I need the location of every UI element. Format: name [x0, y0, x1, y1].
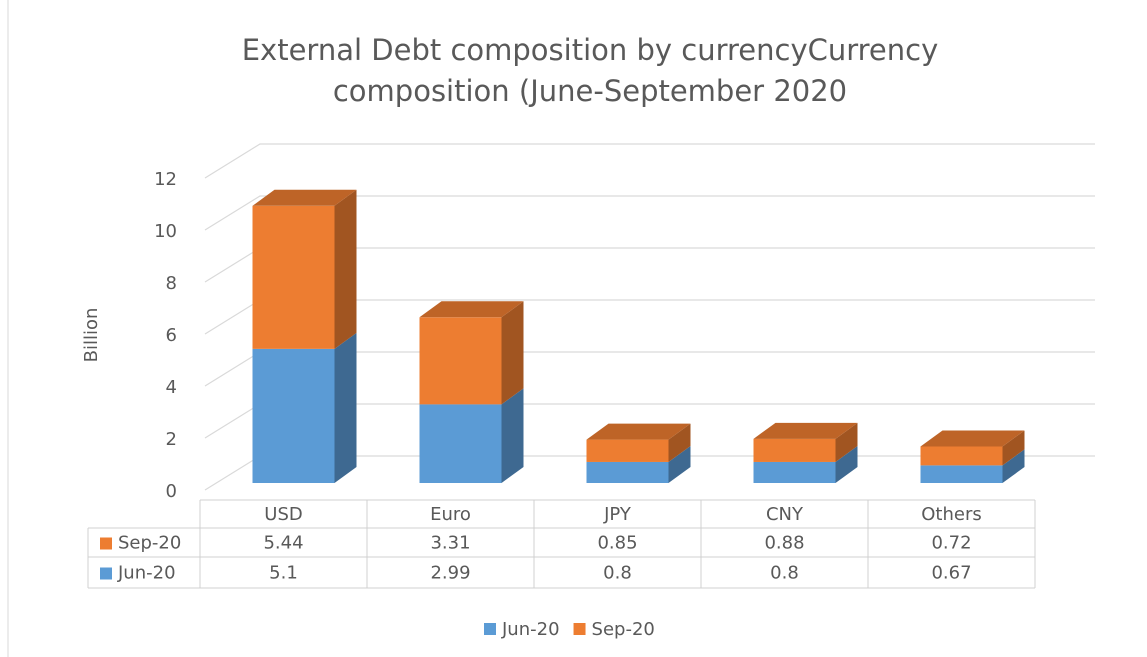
table-legend-key	[100, 567, 112, 580]
legend-label: Sep-20	[592, 619, 655, 640]
bar-side	[501, 301, 524, 405]
bar-side	[668, 445, 691, 483]
table-value: 0.72	[931, 533, 971, 554]
bar-side	[501, 388, 524, 483]
bar-top	[920, 430, 1025, 447]
x-tick-label: Others	[921, 504, 982, 525]
table-value: 0.8	[603, 563, 632, 584]
bar-segment	[252, 205, 335, 349]
x-tick-label: USD	[264, 504, 302, 525]
y-tick-label: 10	[154, 221, 177, 242]
table-row-label: Jun-20	[117, 563, 176, 584]
table-value: 0.8	[770, 563, 799, 584]
legend-key	[484, 623, 496, 635]
table-value: 2.99	[430, 563, 470, 584]
x-tick-label: Euro	[430, 504, 471, 525]
bar-segment	[419, 317, 502, 405]
bar-side	[1002, 430, 1025, 466]
bar-top	[419, 301, 524, 318]
y-tick-label: 2	[166, 429, 177, 450]
legend-label: Jun-20	[501, 619, 560, 640]
y-tick-label: 12	[154, 169, 177, 190]
table-value: 0.88	[764, 533, 804, 554]
table-value: 3.31	[430, 533, 470, 554]
bar-segment	[419, 404, 502, 483]
table-legend-key	[100, 537, 112, 550]
bar-segment	[920, 446, 1003, 466]
bar-segment	[920, 465, 1003, 483]
bar-side	[668, 423, 691, 462]
grid-line	[204, 195, 1095, 231]
bar-side	[1002, 449, 1025, 483]
table-value: 0.67	[931, 563, 971, 584]
bar-segment	[252, 348, 335, 483]
grid-line	[204, 143, 1095, 179]
table-row-label: Sep-20	[118, 533, 181, 554]
legend-key	[573, 623, 586, 635]
y-tick-label: 0	[166, 481, 177, 502]
y-tick-label: 6	[166, 325, 177, 346]
chart-title: External Debt composition by currencyCur…	[241, 33, 939, 108]
bar-segment	[753, 438, 836, 462]
y-axis-label: Billion	[81, 308, 102, 363]
table-value: 0.85	[597, 533, 637, 554]
table-value: 5.1	[269, 563, 298, 584]
bar-side	[835, 422, 858, 462]
x-tick-label: CNY	[766, 504, 804, 525]
x-tick-label: JPY	[603, 504, 632, 525]
bar-top	[252, 189, 357, 206]
bar-top	[586, 423, 691, 440]
bar-side	[334, 189, 357, 349]
bar-side	[334, 332, 357, 483]
bar-segment	[586, 461, 669, 483]
bar-side	[835, 445, 858, 483]
bar-top	[753, 422, 858, 439]
bar-segment	[753, 461, 836, 483]
y-tick-label: 4	[166, 377, 177, 398]
y-tick-label: 8	[166, 273, 177, 294]
bar-segment	[586, 439, 669, 462]
table-value: 5.44	[263, 533, 303, 554]
